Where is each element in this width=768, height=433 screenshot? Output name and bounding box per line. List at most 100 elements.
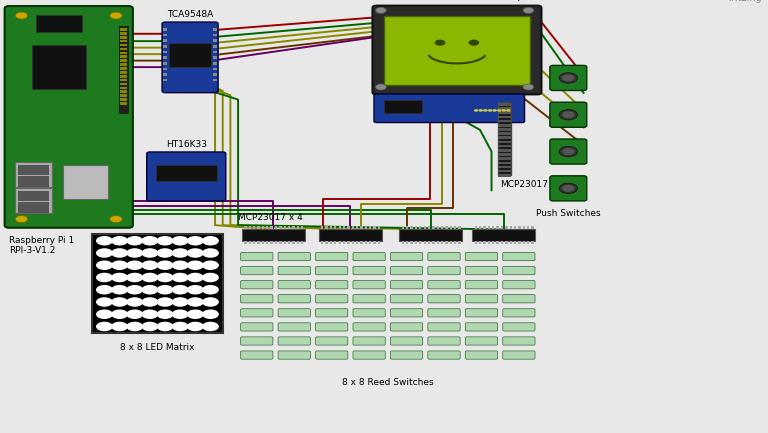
Bar (365, 226, 367, 229)
Text: HT16K33: HT16K33 (166, 139, 207, 149)
Bar (384, 100, 422, 113)
Bar (428, 226, 430, 229)
Circle shape (96, 285, 113, 294)
Bar (454, 226, 456, 229)
Circle shape (523, 84, 534, 90)
Text: MCP23017 x 4: MCP23017 x 4 (238, 213, 303, 222)
Bar (163, 39, 167, 42)
FancyBboxPatch shape (278, 351, 310, 359)
Bar (498, 103, 511, 106)
Circle shape (126, 248, 143, 258)
Bar (514, 241, 516, 244)
FancyBboxPatch shape (278, 281, 310, 289)
Circle shape (126, 273, 143, 282)
Bar (120, 55, 127, 58)
Circle shape (523, 7, 534, 13)
FancyBboxPatch shape (240, 323, 273, 331)
Circle shape (202, 322, 219, 331)
Bar (410, 226, 412, 229)
Text: 8 x 8 Reed Switches: 8 x 8 Reed Switches (342, 378, 434, 387)
Bar (213, 62, 217, 65)
Circle shape (157, 261, 174, 270)
Bar (213, 45, 217, 48)
Circle shape (126, 285, 143, 294)
Bar (347, 241, 349, 244)
Bar (498, 120, 511, 123)
Bar (488, 226, 490, 229)
Circle shape (96, 248, 113, 258)
Bar (498, 162, 511, 164)
Bar (120, 98, 127, 101)
Bar (275, 241, 277, 244)
FancyBboxPatch shape (353, 337, 386, 345)
Circle shape (111, 236, 128, 246)
Circle shape (111, 285, 128, 294)
Bar (321, 241, 323, 244)
FancyBboxPatch shape (316, 323, 348, 331)
FancyBboxPatch shape (550, 65, 587, 90)
FancyBboxPatch shape (240, 294, 273, 303)
FancyBboxPatch shape (465, 281, 498, 289)
FancyBboxPatch shape (428, 337, 460, 345)
FancyBboxPatch shape (428, 351, 460, 359)
Bar (334, 226, 336, 229)
Circle shape (562, 185, 574, 192)
Bar (479, 226, 482, 229)
Circle shape (126, 310, 143, 319)
Bar (169, 43, 211, 67)
Circle shape (15, 216, 28, 223)
Bar (266, 226, 268, 229)
Bar (15, 188, 52, 213)
Circle shape (172, 248, 189, 258)
Circle shape (126, 322, 143, 331)
Bar (213, 56, 217, 59)
Bar (283, 226, 286, 229)
Bar (458, 241, 461, 244)
Bar (406, 226, 409, 229)
Bar (498, 128, 511, 131)
FancyBboxPatch shape (390, 337, 422, 345)
Circle shape (187, 297, 204, 307)
FancyBboxPatch shape (372, 6, 541, 94)
Bar (262, 226, 264, 229)
Circle shape (157, 248, 174, 258)
Circle shape (172, 236, 189, 246)
FancyBboxPatch shape (353, 323, 386, 331)
Bar (415, 226, 417, 229)
FancyBboxPatch shape (503, 294, 535, 303)
Circle shape (187, 236, 204, 246)
Bar (293, 226, 295, 229)
Text: 8 x 8 LED Matrix: 8 x 8 LED Matrix (120, 343, 195, 352)
FancyBboxPatch shape (162, 22, 218, 93)
Bar (498, 111, 511, 114)
Bar (531, 241, 534, 244)
Circle shape (141, 273, 158, 282)
Bar (326, 226, 328, 229)
Circle shape (488, 109, 492, 112)
Bar (419, 241, 422, 244)
Bar (496, 226, 498, 229)
Bar (384, 16, 530, 85)
Circle shape (141, 261, 158, 270)
Bar (343, 241, 345, 244)
Bar (483, 241, 485, 244)
Bar (120, 71, 127, 74)
Bar (505, 226, 508, 229)
Bar (163, 73, 167, 76)
Bar (498, 145, 511, 147)
Circle shape (15, 12, 28, 19)
FancyBboxPatch shape (503, 309, 535, 317)
Bar (360, 226, 362, 229)
Bar (402, 241, 404, 244)
Bar (432, 226, 435, 229)
Circle shape (172, 273, 189, 282)
Bar (437, 241, 439, 244)
Circle shape (157, 236, 174, 246)
FancyBboxPatch shape (278, 323, 310, 331)
Bar (18, 191, 49, 201)
Bar (399, 229, 462, 241)
Bar (120, 102, 127, 105)
Bar (498, 149, 511, 152)
FancyBboxPatch shape (465, 337, 498, 345)
Bar (437, 226, 439, 229)
